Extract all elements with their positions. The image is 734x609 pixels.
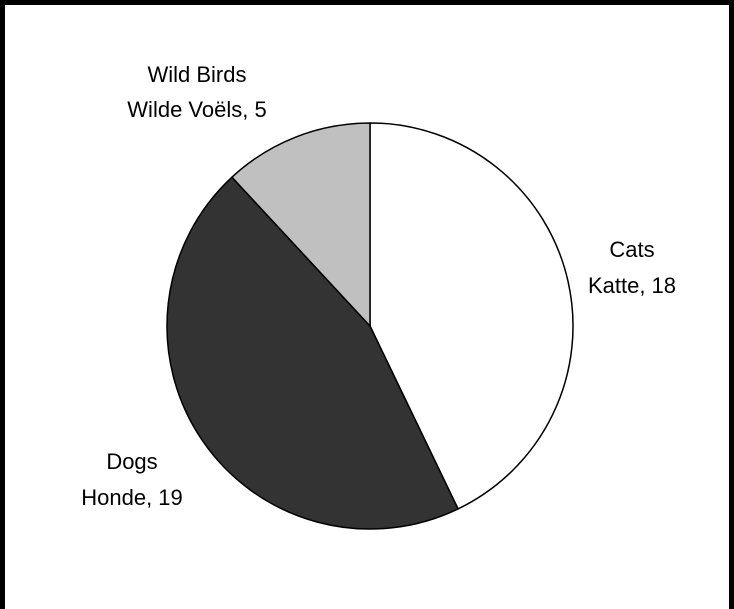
slice-label-wild-birds-line1: Wild Birds bbox=[147, 62, 246, 87]
pie-slice-wild-birds bbox=[231, 122, 371, 327]
slice-label-cats-line1: Cats bbox=[609, 237, 654, 262]
slice-label-dogs-line1: Dogs bbox=[106, 449, 157, 474]
pie-slice-dogs bbox=[166, 176, 459, 530]
pie-slices bbox=[166, 122, 574, 530]
pie-labels: Cats Katte, 18 Dogs Honde, 19 Wild Birds… bbox=[81, 62, 676, 510]
slice-label-cats-line2: Katte, 18 bbox=[588, 273, 676, 298]
pie-slice-cats bbox=[369, 122, 574, 510]
slice-label-dogs-line2: Honde, 19 bbox=[81, 485, 183, 510]
slice-label-wild-birds-line2: Wilde Voëls, 5 bbox=[127, 97, 266, 122]
